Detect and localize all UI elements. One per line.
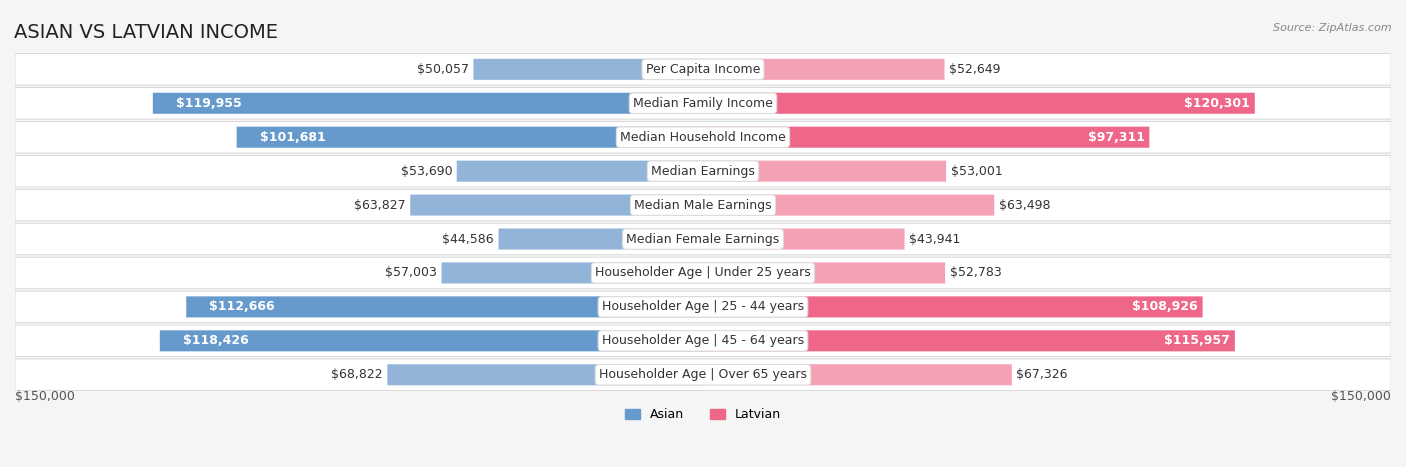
Text: $52,783: $52,783	[949, 267, 1001, 279]
FancyBboxPatch shape	[15, 325, 1391, 357]
FancyBboxPatch shape	[15, 223, 1391, 255]
FancyBboxPatch shape	[15, 189, 1391, 221]
Text: $43,941: $43,941	[910, 233, 960, 246]
Text: Householder Age | 25 - 44 years: Householder Age | 25 - 44 years	[602, 300, 804, 313]
FancyBboxPatch shape	[703, 161, 946, 182]
FancyBboxPatch shape	[15, 121, 1391, 153]
FancyBboxPatch shape	[153, 93, 703, 114]
FancyBboxPatch shape	[387, 364, 703, 385]
Text: Householder Age | Under 25 years: Householder Age | Under 25 years	[595, 267, 811, 279]
FancyBboxPatch shape	[15, 257, 1391, 289]
FancyBboxPatch shape	[457, 161, 703, 182]
Text: Source: ZipAtlas.com: Source: ZipAtlas.com	[1274, 23, 1392, 33]
Text: $101,681: $101,681	[260, 131, 325, 144]
Text: $115,957: $115,957	[1164, 334, 1230, 347]
FancyBboxPatch shape	[703, 330, 1234, 351]
FancyBboxPatch shape	[15, 156, 1391, 187]
FancyBboxPatch shape	[186, 297, 703, 318]
FancyBboxPatch shape	[411, 195, 703, 216]
Text: $150,000: $150,000	[15, 390, 75, 403]
Legend: Asian, Latvian: Asian, Latvian	[620, 403, 786, 426]
Text: $50,057: $50,057	[416, 63, 468, 76]
FancyBboxPatch shape	[15, 87, 1391, 119]
Text: $53,001: $53,001	[950, 165, 1002, 177]
Text: $67,326: $67,326	[1017, 368, 1069, 381]
FancyBboxPatch shape	[499, 228, 703, 249]
Text: $52,649: $52,649	[949, 63, 1001, 76]
FancyBboxPatch shape	[15, 359, 1391, 390]
FancyBboxPatch shape	[703, 93, 1254, 114]
Text: $44,586: $44,586	[443, 233, 494, 246]
FancyBboxPatch shape	[441, 262, 703, 283]
Text: $68,822: $68,822	[332, 368, 382, 381]
Text: Per Capita Income: Per Capita Income	[645, 63, 761, 76]
FancyBboxPatch shape	[703, 59, 945, 80]
Text: Householder Age | 45 - 64 years: Householder Age | 45 - 64 years	[602, 334, 804, 347]
FancyBboxPatch shape	[703, 195, 994, 216]
FancyBboxPatch shape	[703, 262, 945, 283]
Text: $119,955: $119,955	[176, 97, 242, 110]
Text: $118,426: $118,426	[183, 334, 249, 347]
FancyBboxPatch shape	[15, 291, 1391, 323]
Text: Median Family Income: Median Family Income	[633, 97, 773, 110]
Text: $63,498: $63,498	[998, 198, 1050, 212]
Text: $108,926: $108,926	[1132, 300, 1198, 313]
Text: $63,827: $63,827	[354, 198, 406, 212]
FancyBboxPatch shape	[474, 59, 703, 80]
Text: $112,666: $112,666	[209, 300, 274, 313]
Text: $97,311: $97,311	[1088, 131, 1144, 144]
Text: $120,301: $120,301	[1184, 97, 1250, 110]
FancyBboxPatch shape	[703, 127, 1149, 148]
FancyBboxPatch shape	[236, 127, 703, 148]
Text: Median Household Income: Median Household Income	[620, 131, 786, 144]
FancyBboxPatch shape	[160, 330, 703, 351]
Text: $150,000: $150,000	[1331, 390, 1391, 403]
Text: $57,003: $57,003	[385, 267, 437, 279]
FancyBboxPatch shape	[703, 228, 904, 249]
FancyBboxPatch shape	[703, 297, 1202, 318]
Text: Median Earnings: Median Earnings	[651, 165, 755, 177]
Text: ASIAN VS LATVIAN INCOME: ASIAN VS LATVIAN INCOME	[14, 23, 278, 42]
Text: Median Male Earnings: Median Male Earnings	[634, 198, 772, 212]
FancyBboxPatch shape	[15, 54, 1391, 85]
Text: $53,690: $53,690	[401, 165, 453, 177]
Text: Median Female Earnings: Median Female Earnings	[627, 233, 779, 246]
Text: Householder Age | Over 65 years: Householder Age | Over 65 years	[599, 368, 807, 381]
FancyBboxPatch shape	[703, 364, 1012, 385]
